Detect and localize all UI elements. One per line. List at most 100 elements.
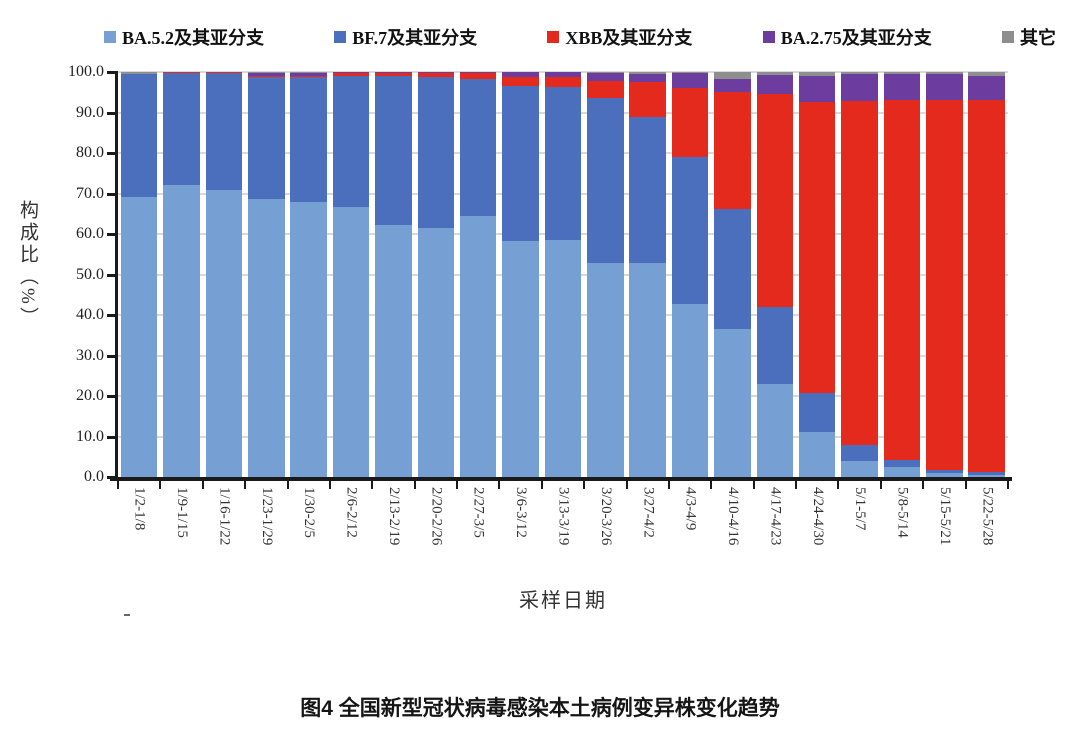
stacked-bar — [671, 72, 709, 477]
legend-item: XBB及其亚分支 — [547, 24, 692, 50]
bar-segment — [205, 72, 243, 191]
bar-slot — [118, 72, 160, 477]
legend-label: BA.5.2及其亚分支 — [122, 28, 265, 48]
bar-slot — [923, 72, 965, 477]
x-tick-label: 2/20-2/26 — [428, 487, 445, 546]
bar-segment — [968, 76, 1005, 100]
x-tick-label: 1/2-1/8 — [131, 487, 148, 531]
x-tick-label: 3/27-4/2 — [640, 487, 657, 538]
legend-label: 其它 — [1019, 28, 1056, 48]
bar-segment — [248, 72, 285, 73]
bar-segment — [756, 306, 794, 384]
bar-segment — [587, 81, 624, 99]
x-tick-mark — [625, 481, 628, 489]
x-tick-label: 4/10-4/16 — [725, 487, 742, 546]
gridline — [118, 71, 1008, 73]
bar-segment — [417, 72, 455, 74]
bar-segment — [798, 75, 836, 103]
x-tick-mark — [667, 481, 670, 489]
stacked-bar — [968, 72, 1005, 477]
bar-segment — [332, 72, 370, 77]
bar-segment — [968, 72, 1005, 77]
bar-segment — [798, 102, 836, 394]
bar-segment — [671, 157, 709, 304]
y-tick-label: 40.0 — [76, 306, 104, 323]
x-tick-label: 3/6-3/12 — [513, 487, 530, 538]
bar-segment — [544, 240, 582, 477]
bar-segment — [671, 72, 709, 74]
stacked-bar — [417, 72, 455, 477]
bar-segment — [841, 444, 878, 461]
bar-segment — [629, 72, 666, 75]
bar-segment — [290, 76, 327, 77]
x-tick-mark — [583, 481, 586, 489]
x-axis-line — [110, 477, 1012, 481]
y-tick-mark — [107, 435, 115, 439]
y-tick-mark — [107, 152, 115, 155]
bar-slot — [499, 72, 541, 477]
stacked-bar — [205, 72, 243, 477]
x-tick-label: 5/15-5/21 — [936, 487, 953, 546]
bar-segment — [120, 72, 158, 74]
x-tick-label: 1/9-1/15 — [174, 487, 191, 538]
bar-segment — [926, 100, 963, 470]
stacked-bar — [926, 72, 963, 477]
y-tick-label: 30.0 — [76, 346, 104, 364]
bar-slot — [754, 72, 796, 477]
y-tick-mark — [107, 111, 115, 115]
legend-item: BA.2.75及其亚分支 — [762, 24, 932, 50]
y-axis-ticks — [107, 71, 115, 479]
y-tick-mark — [107, 233, 115, 236]
bar-segment — [883, 99, 921, 460]
x-tick-label: 4/24-4/30 — [809, 487, 826, 546]
figure-caption: 图4 全国新型冠状病毒感染本土病例变异株变化趋势 — [300, 697, 780, 720]
x-tick-mark — [752, 481, 755, 489]
bar-segment — [629, 263, 666, 477]
y-tick-label: 0.0 — [84, 468, 104, 485]
bar-segment — [248, 199, 285, 477]
y-tick-label: 100.0 — [68, 63, 104, 80]
stray-mark — [124, 614, 130, 616]
stacked-bar — [163, 72, 200, 477]
x-tick-mark — [244, 481, 247, 489]
stacked-bar — [375, 72, 412, 477]
bar-segment — [417, 77, 455, 228]
bar-slot — [669, 72, 711, 477]
x-tick-mark — [286, 481, 289, 489]
bar-slot — [160, 72, 202, 477]
y-axis-labels: 100.0 90.0 80.0 70.0 60.0 50.0 40.0 30.0 20.0 10.… — [28, 63, 104, 485]
legend-swatch-icon — [547, 31, 560, 43]
x-tick-mark — [371, 481, 374, 489]
bar-slot — [372, 72, 414, 477]
stacked-bar — [587, 72, 624, 477]
y-tick-mark — [107, 273, 115, 277]
bar-segment — [714, 92, 751, 209]
bar-segment — [587, 98, 624, 263]
bar-segment — [926, 74, 963, 101]
bar-segment — [375, 75, 412, 225]
bar-segment — [798, 393, 836, 432]
bar-segment — [163, 184, 200, 477]
bar-segment — [968, 99, 1005, 473]
legend-label: XBB及其亚分支 — [565, 28, 693, 48]
bar-segment — [375, 72, 412, 76]
bar-segment — [417, 73, 455, 78]
bar-slot — [330, 72, 372, 477]
bar-segment — [417, 227, 455, 477]
y-tick-mark — [107, 354, 115, 358]
bar-segment — [756, 72, 794, 75]
bar-segment — [841, 101, 878, 445]
bar-segment — [714, 72, 751, 79]
legend-item: 其它 — [1001, 24, 1056, 50]
bars — [118, 72, 1008, 477]
y-tick-mark — [107, 395, 115, 398]
bar-segment — [459, 216, 497, 477]
bar-segment — [120, 196, 158, 477]
bar-slot — [542, 72, 584, 477]
stacked-bar — [120, 72, 158, 477]
bar-segment — [459, 73, 497, 80]
y-tick-label: 50.0 — [76, 265, 104, 283]
bar-segment — [756, 93, 794, 307]
x-tick-label: 5/1-5/7 — [852, 487, 869, 531]
